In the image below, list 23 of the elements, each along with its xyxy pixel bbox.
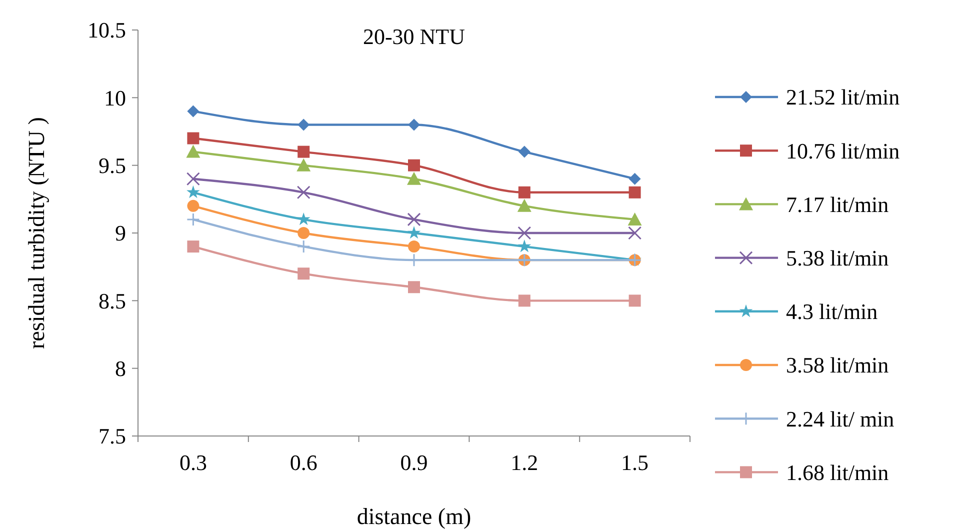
y-tick-label: 9.5 (98, 153, 126, 178)
legend-label: 2.24 lit/ min (786, 406, 894, 432)
y-tick-label: 8 (115, 356, 126, 382)
y-tick-label: 10 (104, 85, 126, 110)
legend-label: 21.52 lit/min (786, 84, 900, 110)
legend-label: 4.3 lit/min (786, 299, 878, 324)
x-tick-label: 0.3 (179, 450, 207, 475)
x-tick-label: 0.6 (290, 450, 318, 475)
legend-label: 7.17 lit/min (786, 192, 889, 217)
y-tick-label: 8.5 (98, 288, 126, 314)
x-tick-label: 0.9 (400, 450, 428, 475)
y-tick-label: 10.5 (88, 18, 126, 43)
y-axis-title: residual turbidity (NTU ) (24, 117, 49, 349)
y-tick-label: 9 (115, 220, 126, 246)
x-axis-title: distance (m) (356, 504, 472, 529)
legend-label: 1.68 lit/min (786, 460, 889, 485)
legend-label: 5.38 lit/min (786, 246, 889, 270)
chart-title: 20-30 NTU (362, 24, 466, 49)
legend-label: 10.76 lit/min (786, 138, 900, 164)
x-tick-label: 1.2 (510, 450, 538, 475)
y-tick-label: 7.5 (98, 424, 126, 449)
legend-label: 3.58 lit/min (786, 352, 889, 378)
x-tick-label: 1.5 (621, 450, 649, 475)
